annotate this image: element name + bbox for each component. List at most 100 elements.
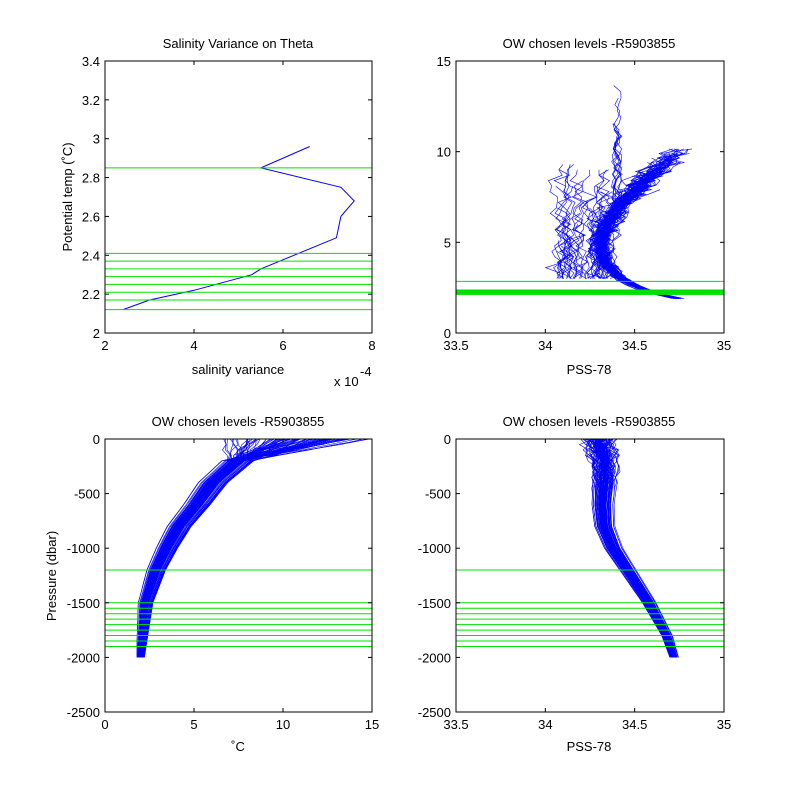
y-tick-label: -2000 <box>67 650 100 665</box>
subplot-salinity-variance: Salinity Variance on Theta salinity vari… <box>60 36 376 389</box>
y-axis-label: Pressure (dbar) <box>44 531 59 621</box>
x-tick-label: 34.5 <box>622 717 647 732</box>
profile-line <box>137 439 318 658</box>
profile-line <box>581 169 598 279</box>
y-tick-label: -500 <box>74 487 100 502</box>
y-tick-label: -1500 <box>67 596 100 611</box>
profile-line <box>547 164 564 279</box>
profile-line <box>594 169 611 279</box>
subplot-title: Salinity Variance on Theta <box>163 36 314 51</box>
axes-frame <box>104 60 373 334</box>
axes-frame <box>104 438 373 713</box>
profile-line <box>595 189 679 299</box>
spike-line <box>612 123 623 207</box>
plot-area <box>456 85 724 299</box>
profile-line <box>142 439 257 658</box>
profile-line <box>608 439 679 658</box>
profile-line <box>591 439 674 658</box>
profile-line <box>557 245 568 279</box>
y-tick-label: 15 <box>437 54 451 69</box>
profile-line <box>139 439 358 658</box>
y-tick-label: -2500 <box>418 705 451 720</box>
y-tick-label: 3.2 <box>82 93 100 108</box>
profile-line <box>600 189 679 299</box>
profile-line <box>589 439 674 658</box>
profile-line <box>136 439 328 658</box>
subplot-title: OW chosen levels -R5903855 <box>503 414 676 429</box>
y-tick-label: 0 <box>444 326 451 341</box>
x-tick-label: 10 <box>276 717 290 732</box>
x-tick-label: 0 <box>101 717 108 732</box>
y-tick-label: 2.4 <box>82 248 100 263</box>
x-exponent-power: -4 <box>360 364 372 379</box>
subplot-title: OW chosen levels -R5903855 <box>152 414 325 429</box>
profile-line <box>582 439 671 658</box>
y-tick-label: -2000 <box>418 650 451 665</box>
profile-line <box>586 196 603 279</box>
subplot-theta-salinity: OW chosen levels -R5903855 PSS-78 33.5 34… <box>437 36 732 377</box>
profile-line <box>136 439 295 658</box>
profile-line <box>573 262 578 279</box>
profile-line <box>594 439 674 658</box>
profile-line <box>610 439 679 658</box>
x-exponent-label: x 10 <box>334 374 359 389</box>
plot-area <box>456 439 724 658</box>
x-axis-label: salinity variance <box>192 362 285 377</box>
x-tick-label: 34 <box>538 717 552 732</box>
profile-line <box>137 439 279 658</box>
profile-line <box>606 439 678 658</box>
y-tick-label: 5 <box>444 235 451 250</box>
subplot-pressure-salinity: OW chosen levels -R5903855 PSS-78 33.5 34… <box>418 414 731 754</box>
plot-area <box>105 146 372 311</box>
spike-line <box>611 136 619 207</box>
profile-line <box>592 439 672 658</box>
profile-line <box>544 240 563 279</box>
y-tick-label: -500 <box>425 487 451 502</box>
profile-line <box>582 186 599 279</box>
subplot-pressure-temperature: OW chosen levels -R5903855 ˚C Pressure (… <box>44 414 379 754</box>
profile-line <box>584 251 591 279</box>
x-tick-label: 4 <box>190 338 197 353</box>
profile-line <box>559 186 576 279</box>
profile-line <box>600 439 676 658</box>
x-tick-label: 15 <box>365 717 379 732</box>
profile-line <box>564 213 581 279</box>
profile-line <box>138 439 273 658</box>
profile-line <box>139 439 278 658</box>
y-tick-label: 2 <box>93 326 100 341</box>
spike-line <box>612 85 622 207</box>
profile-line <box>601 439 677 658</box>
profile-line <box>556 207 573 279</box>
profile-line <box>609 218 623 279</box>
x-tick-label: 35 <box>717 717 731 732</box>
y-tick-label: 3.4 <box>82 54 100 69</box>
y-tick-label: 0 <box>444 432 451 447</box>
y-axis-label: Potential temp (˚C) <box>60 142 75 251</box>
profile-line <box>137 439 239 658</box>
x-tick-label: 35 <box>717 338 731 353</box>
level-band <box>456 289 724 295</box>
profile-line <box>141 439 298 658</box>
x-axis-label: PSS-78 <box>567 739 612 754</box>
variance-line <box>122 146 355 311</box>
y-tick-label: -2500 <box>67 705 100 720</box>
y-tick-label: 2.2 <box>82 287 100 302</box>
y-tick-label: -1000 <box>418 541 451 556</box>
profile-line <box>142 439 281 658</box>
profile-line <box>142 439 284 658</box>
profile-line <box>578 439 671 658</box>
profile-line <box>600 439 676 658</box>
profile-line <box>557 164 576 279</box>
profile-line <box>571 180 589 279</box>
y-tick-label: 10 <box>437 145 451 160</box>
profile-line <box>598 180 681 299</box>
y-tick-label: 2.8 <box>82 171 100 186</box>
subplot-title: OW chosen levels -R5903855 <box>503 36 676 51</box>
x-tick-label: 33.5 <box>443 338 468 353</box>
x-tick-label: 2 <box>101 338 108 353</box>
profile-line <box>585 207 605 279</box>
profile-line <box>600 196 612 279</box>
axes-frame <box>455 60 725 334</box>
x-axis-label: PSS-78 <box>567 362 612 377</box>
